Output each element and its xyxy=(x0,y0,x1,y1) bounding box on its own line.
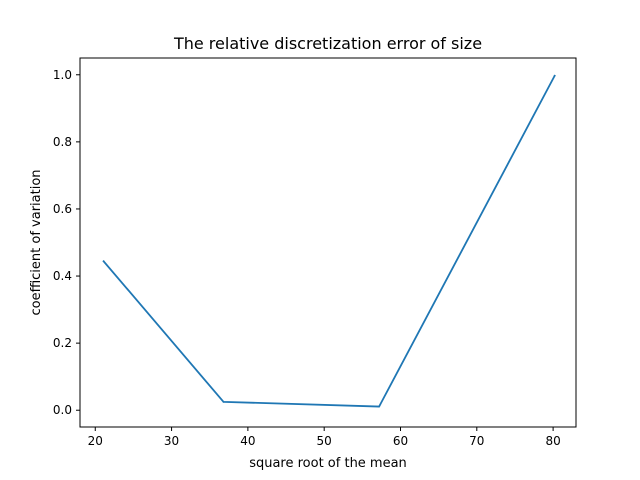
series-layer xyxy=(102,74,556,408)
y-axis-label: coefficient of variation xyxy=(29,169,44,315)
data-point xyxy=(553,74,556,77)
x-tick-label: 80 xyxy=(545,434,560,448)
x-tick-label: 50 xyxy=(317,434,332,448)
x-tick-label: 40 xyxy=(240,434,255,448)
series-line-0 xyxy=(102,74,556,408)
y-tick-label: 0.6 xyxy=(53,202,72,216)
x-tick-label: 70 xyxy=(469,434,484,448)
y-tick-label: 0.4 xyxy=(53,269,72,283)
y-tick-label: 0.8 xyxy=(53,135,72,149)
chart-title: The relative discretization error of siz… xyxy=(173,34,482,53)
y-tick-label: 0.0 xyxy=(53,403,72,417)
x-tick-label: 60 xyxy=(393,434,408,448)
y-tick-label: 0.2 xyxy=(53,336,72,350)
plot-area-frame xyxy=(79,57,577,428)
x-tick-label: 20 xyxy=(88,434,103,448)
y-axis-ticks: 0.0 0.2 0.4 0.6 0.8 1.0 xyxy=(53,68,80,417)
x-tick-label: 30 xyxy=(164,434,179,448)
data-point xyxy=(222,400,225,403)
x-axis-ticks: 20 30 40 50 60 70 80 xyxy=(88,427,561,448)
y-tick-label: 1.0 xyxy=(53,68,72,82)
x-axis-label: square root of the mean xyxy=(249,456,407,471)
data-point xyxy=(102,260,105,263)
data-point xyxy=(378,405,381,408)
